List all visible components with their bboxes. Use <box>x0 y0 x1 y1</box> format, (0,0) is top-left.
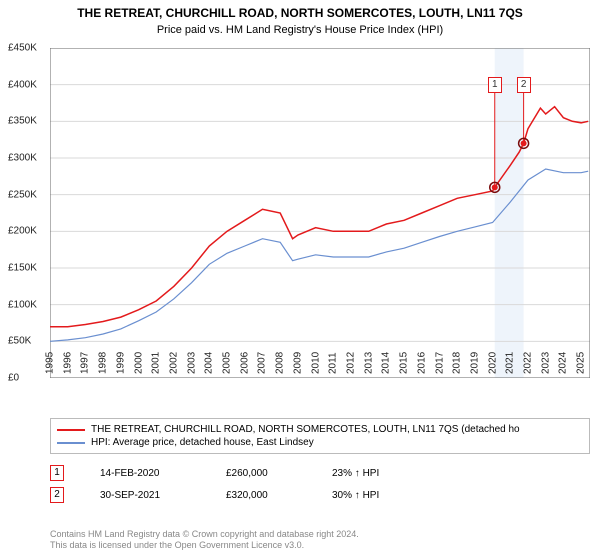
x-tick-label: 2007 <box>257 352 268 378</box>
x-tick-label: 1999 <box>115 352 126 378</box>
legend-swatch <box>57 442 85 444</box>
callout-badge: 2 <box>517 77 531 93</box>
x-tick-label: 2011 <box>328 352 339 378</box>
chart-container: THE RETREAT, CHURCHILL ROAD, NORTH SOMER… <box>0 0 600 560</box>
x-tick-label: 2002 <box>168 352 179 378</box>
event-badge: 2 <box>50 487 64 503</box>
x-tick-label: 2009 <box>292 352 303 378</box>
plot-area: £0£50K£100K£150K£200K£250K£300K£350K£400… <box>50 48 590 378</box>
x-tick-label: 2008 <box>275 352 286 378</box>
x-tick-label: 1996 <box>62 352 73 378</box>
legend-label: HPI: Average price, detached house, East… <box>91 437 314 448</box>
x-tick-label: 1997 <box>80 352 91 378</box>
x-tick-label: 2000 <box>133 352 144 378</box>
y-tick-label: £400K <box>2 79 50 90</box>
x-tick-label: 2001 <box>151 352 162 378</box>
x-tick-label: 2012 <box>345 352 356 378</box>
x-tick-label: 2020 <box>487 352 498 378</box>
x-tick-label: 2013 <box>363 352 374 378</box>
x-tick-label: 2022 <box>523 352 534 378</box>
chart-title: THE RETREAT, CHURCHILL ROAD, NORTH SOMER… <box>0 0 600 20</box>
x-tick-label: 2014 <box>381 352 392 378</box>
event-date: 14-FEB-2020 <box>100 468 190 479</box>
event-price: £260,000 <box>226 468 296 479</box>
y-tick-label: £150K <box>2 263 50 274</box>
footer-line: This data is licensed under the Open Gov… <box>50 540 590 552</box>
x-tick-label: 2003 <box>186 352 197 378</box>
legend-swatch <box>57 429 85 431</box>
y-tick-label: £200K <box>2 226 50 237</box>
x-tick-label: 2010 <box>310 352 321 378</box>
plot-svg <box>50 48 590 378</box>
x-tick-label: 2018 <box>452 352 463 378</box>
y-tick-label: £250K <box>2 189 50 200</box>
y-tick-label: £350K <box>2 116 50 127</box>
footer: Contains HM Land Registry data © Crown c… <box>50 529 590 552</box>
x-tick-label: 2015 <box>399 352 410 378</box>
event-row: 1 14-FEB-2020 £260,000 23% ↑ HPI <box>50 462 590 484</box>
x-tick-label: 2006 <box>239 352 250 378</box>
x-tick-label: 2025 <box>576 352 587 378</box>
legend-label: THE RETREAT, CHURCHILL ROAD, NORTH SOMER… <box>91 424 520 435</box>
event-price: £320,000 <box>226 490 296 501</box>
y-tick-label: £50K <box>2 336 50 347</box>
x-tick-label: 2019 <box>469 352 480 378</box>
y-tick-label: £450K <box>2 43 50 54</box>
event-row: 2 30-SEP-2021 £320,000 30% ↑ HPI <box>50 484 590 506</box>
x-tick-label: 1995 <box>45 352 56 378</box>
y-tick-label: £0 <box>2 373 50 384</box>
y-tick-label: £100K <box>2 299 50 310</box>
event-badge: 1 <box>50 465 64 481</box>
chart-subtitle: Price paid vs. HM Land Registry's House … <box>0 20 600 42</box>
legend: THE RETREAT, CHURCHILL ROAD, NORTH SOMER… <box>50 418 590 454</box>
y-tick-label: £300K <box>2 153 50 164</box>
x-tick-label: 1998 <box>98 352 109 378</box>
event-table: 1 14-FEB-2020 £260,000 23% ↑ HPI 2 30-SEP-202… <box>50 462 590 506</box>
x-tick-label: 2004 <box>204 352 215 378</box>
x-tick-label: 2024 <box>558 352 569 378</box>
legend-item: THE RETREAT, CHURCHILL ROAD, NORTH SOMER… <box>57 423 583 436</box>
x-tick-label: 2021 <box>505 352 516 378</box>
x-tick-label: 2016 <box>416 352 427 378</box>
event-delta: 30% ↑ HPI <box>332 490 412 501</box>
event-date: 30-SEP-2021 <box>100 490 190 501</box>
x-tick-label: 2017 <box>434 352 445 378</box>
x-tick-label: 2005 <box>222 352 233 378</box>
callout-badge: 1 <box>488 77 502 93</box>
event-delta: 23% ↑ HPI <box>332 468 412 479</box>
x-tick-label: 2023 <box>540 352 551 378</box>
footer-line: Contains HM Land Registry data © Crown c… <box>50 529 590 541</box>
legend-item: HPI: Average price, detached house, East… <box>57 436 583 449</box>
